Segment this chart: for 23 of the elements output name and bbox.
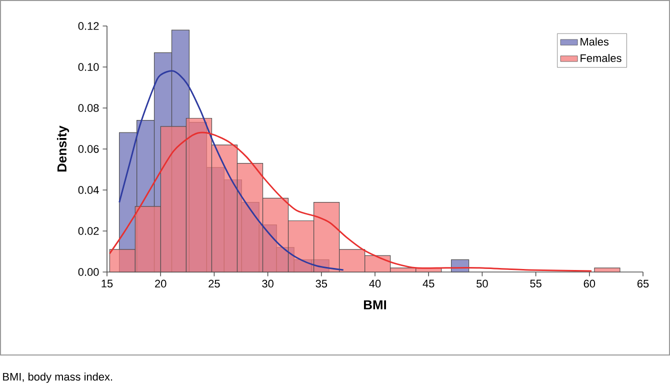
x-tick-label: 60 bbox=[584, 280, 596, 288]
x-tick-label: 45 bbox=[422, 280, 434, 288]
y-tick-label: 0.00 bbox=[78, 268, 99, 276]
x-tick-label: 20 bbox=[155, 280, 166, 288]
y-tick-label: 0.02 bbox=[78, 227, 99, 235]
x-tick-label: 30 bbox=[262, 280, 274, 288]
text: BMI, body mass index. bbox=[3, 372, 112, 383]
y-tick-label: 0.12 bbox=[78, 22, 99, 30]
x-tick-label: 15 bbox=[102, 280, 113, 288]
x-tick-label: 35 bbox=[316, 280, 328, 288]
y-tick-label: 0.06 bbox=[78, 145, 99, 153]
y-axis-title: Density bbox=[56, 126, 70, 172]
legend-label: Females bbox=[580, 54, 622, 62]
y-tick-label: 0.04 bbox=[78, 186, 99, 194]
x-tick-label: 40 bbox=[369, 280, 381, 288]
x-tick-label: 25 bbox=[208, 280, 220, 288]
x-tick-label: 55 bbox=[530, 280, 542, 288]
y-tick-label: 0.10 bbox=[78, 63, 99, 71]
x-axis-title: BMI bbox=[364, 300, 386, 310]
y-tick-label: 0.08 bbox=[78, 104, 99, 112]
x-tick-label: 65 bbox=[637, 280, 649, 288]
legend-label: Males bbox=[580, 38, 609, 46]
x-tick-label: 50 bbox=[476, 280, 488, 288]
